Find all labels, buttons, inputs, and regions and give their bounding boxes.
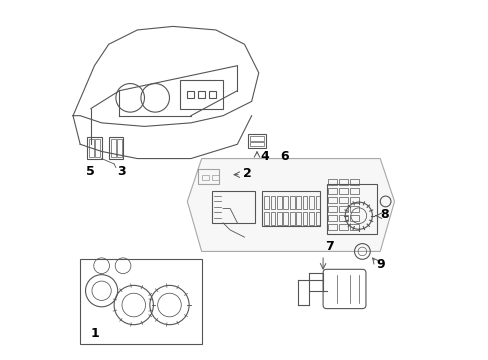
Bar [264, 212, 268, 225]
Bar [212, 175, 219, 180]
Bar [302, 196, 307, 208]
Bar [296, 196, 300, 208]
Bar [247, 134, 265, 148]
Bar [349, 179, 358, 185]
Bar [328, 197, 337, 203]
Bar [270, 212, 275, 225]
Bar [180, 80, 223, 109]
Bar [249, 142, 264, 146]
Bar [339, 188, 347, 194]
Bar [108, 137, 123, 158]
Bar [349, 206, 358, 212]
Bar [315, 212, 320, 225]
Bar [328, 179, 337, 185]
Bar [339, 215, 347, 221]
Bar [270, 196, 275, 208]
Text: 2: 2 [242, 167, 251, 180]
Text: 9: 9 [376, 257, 385, 270]
Bar [289, 212, 294, 225]
Bar [262, 191, 319, 226]
Text: 8: 8 [380, 207, 388, 221]
Bar [349, 215, 358, 221]
Bar [116, 139, 122, 157]
Bar [276, 196, 281, 208]
Bar [110, 139, 115, 157]
Bar [339, 224, 347, 230]
Bar [328, 224, 337, 230]
Bar [208, 91, 216, 98]
Bar [87, 137, 102, 158]
Bar [315, 196, 320, 208]
Bar [308, 212, 313, 225]
Polygon shape [187, 158, 394, 251]
Bar [328, 188, 337, 194]
Bar [296, 212, 300, 225]
Bar [328, 215, 337, 221]
Bar [198, 91, 205, 98]
Bar [339, 179, 347, 185]
Bar [80, 258, 201, 344]
Bar [339, 206, 347, 212]
Bar [95, 139, 100, 157]
Bar [349, 224, 358, 230]
Text: 3: 3 [118, 165, 126, 177]
Bar [328, 206, 337, 212]
Bar [276, 212, 281, 225]
Bar [289, 196, 294, 208]
Text: 1: 1 [91, 327, 100, 340]
Bar [249, 136, 264, 141]
Bar [201, 175, 208, 180]
Bar [212, 191, 255, 223]
Bar [339, 197, 347, 203]
Text: 7: 7 [324, 240, 333, 253]
Bar [302, 212, 307, 225]
Bar [349, 197, 358, 203]
Bar [198, 169, 219, 184]
Bar [349, 188, 358, 194]
Text: 4: 4 [260, 150, 269, 163]
Bar [264, 196, 268, 208]
Bar [283, 196, 287, 208]
Bar [89, 139, 94, 157]
Text: 6: 6 [280, 150, 288, 163]
Bar [308, 196, 313, 208]
Text: 5: 5 [85, 165, 94, 177]
Bar [283, 212, 287, 225]
Bar [326, 184, 376, 234]
Bar [187, 91, 194, 98]
